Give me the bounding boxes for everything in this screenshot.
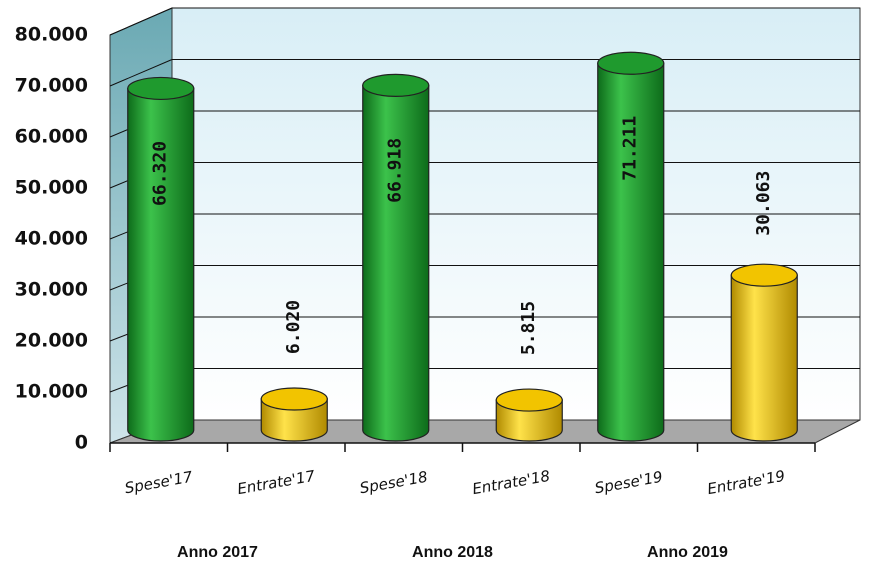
x-tick-label: Entrate'17 [236, 467, 317, 498]
group-label: Anno 2018 [412, 544, 493, 561]
x-tick-label: Spese'17 [123, 468, 194, 498]
y-tick-label: 60.000 [15, 126, 88, 148]
y-tick-label: 70.000 [15, 75, 88, 97]
bar-top [597, 51, 665, 75]
y-tick-label: 0 [75, 432, 88, 454]
bar-top [730, 263, 798, 287]
x-tick-label: Entrate'19 [706, 467, 786, 498]
y-tick-label: 40.000 [15, 228, 88, 250]
y-tick-label: 50.000 [15, 177, 88, 199]
value-label: 66.320 [150, 141, 171, 206]
bar [597, 51, 665, 442]
x-tick-label: Spese'19 [593, 468, 664, 498]
value-label: 30.063 [753, 171, 774, 236]
y-tick-label: 20.000 [15, 330, 88, 352]
bar [362, 73, 430, 442]
value-label: 66.918 [385, 138, 406, 203]
bar-top [127, 76, 195, 101]
bar [730, 263, 798, 442]
bar-body [362, 84, 430, 442]
x-tick-label: Spese'18 [358, 468, 429, 498]
bar-top [260, 387, 328, 411]
bar-body [597, 62, 665, 442]
grid-line [109, 7, 173, 36]
value-label: 6.020 [283, 300, 304, 354]
group-label: Anno 2019 [647, 544, 728, 561]
bar [495, 388, 563, 442]
bar [260, 387, 328, 442]
bar-body [495, 399, 563, 442]
bar-body [127, 87, 195, 442]
bar-body [260, 398, 328, 442]
bar-body [730, 274, 798, 442]
y-tick-label: 10.000 [15, 381, 88, 403]
bar-top [495, 388, 563, 412]
x-tick-label: Entrate'18 [471, 467, 551, 498]
value-label: 71.211 [620, 116, 641, 181]
value-label: 5.815 [518, 301, 539, 355]
bar [127, 76, 195, 442]
bar-top [362, 73, 430, 97]
y-tick-label: 30.000 [15, 279, 88, 301]
y-tick-label: 80.000 [15, 24, 88, 46]
group-label: Anno 2017 [177, 544, 258, 561]
grid-line [109, 59, 173, 87]
